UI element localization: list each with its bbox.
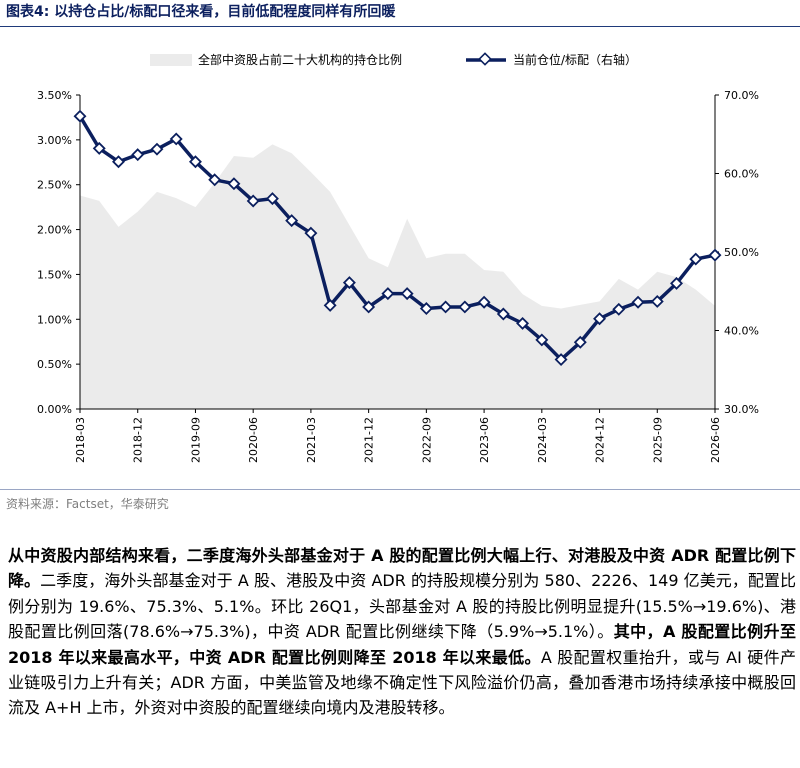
line-point-marker	[304, 226, 318, 240]
x-tick-label: 2018-03	[74, 417, 87, 463]
x-tick-label: 2025-09	[651, 417, 664, 463]
right-tick-label: 50.0%	[724, 246, 759, 259]
x-tick-label: 2018-12	[132, 417, 145, 463]
line-point-marker	[208, 173, 222, 187]
paragraph-run: A 股配置权重抬升，或与 AI 硬件产业链吸引力上升有关；ADR 方面，中美监管…	[8, 647, 796, 718]
line-point-marker	[342, 276, 356, 290]
line-point-marker	[323, 298, 337, 312]
x-tick-label: 2021-12	[363, 417, 376, 463]
left-tick-label: 2.00%	[37, 224, 72, 237]
x-tick-label: 2021-03	[305, 417, 318, 463]
line-point-marker	[92, 141, 106, 155]
line-point-marker	[169, 132, 183, 146]
paragraph-bold-run: 从中资股内部结构来看，二季度海外头部基金对于 A 股的配置比例大幅上行、对港股及…	[8, 546, 796, 591]
left-tick-label: 0.50%	[37, 358, 72, 371]
x-tick-label: 2026-06	[709, 417, 722, 463]
line-point-marker	[612, 302, 626, 316]
line-point-marker	[631, 295, 645, 309]
line-point-marker	[246, 194, 260, 208]
line-point-marker	[458, 300, 472, 314]
right-tick-label: 60.0%	[724, 168, 759, 181]
line-point-marker	[150, 142, 164, 156]
line-point-marker	[362, 300, 376, 314]
line-point-marker	[188, 155, 202, 169]
line-point-marker	[265, 192, 279, 206]
line-point-marker	[573, 335, 587, 349]
figure-title: 图表4: 以持仓占比/标配口径来看，目前低配程度同样有所回暖	[6, 4, 396, 20]
x-tick-label: 2020-06	[247, 417, 260, 463]
line-point-marker	[131, 148, 145, 162]
legend-area-label: 全部中资股占前二十大机构的持仓比例	[198, 52, 402, 67]
line-point-marker	[227, 177, 241, 191]
right-tick-label: 40.0%	[724, 325, 759, 338]
legend: 全部中资股占前二十大机构的持仓比例 当前仓位/标配（右轴）	[150, 52, 637, 67]
line-point-marker	[689, 252, 703, 266]
left-tick-label: 2.50%	[37, 179, 72, 192]
line-point-marker	[477, 295, 491, 309]
source-note: 资料来源：Factset，华泰研究	[6, 497, 169, 511]
x-tick-label: 2024-12	[594, 417, 607, 463]
body-paragraph: 从中资股内部结构来看，二季度海外头部基金对于 A 股的配置比例大幅上行、对港股及…	[8, 543, 796, 721]
x-tick-label: 2019-09	[189, 417, 202, 463]
line-series	[78, 115, 716, 362]
source-divider	[0, 489, 800, 490]
line-point-marker	[650, 294, 664, 308]
x-tick-label: 2022-09	[420, 417, 433, 463]
x-tick-label: 2024-03	[536, 417, 549, 463]
area-series	[80, 144, 715, 409]
line-point-marker	[554, 353, 568, 367]
right-tick-label: 70.0%	[724, 89, 759, 102]
line-point-marker	[708, 248, 722, 262]
line-point-marker	[419, 302, 433, 315]
line-point-marker	[285, 214, 299, 228]
line-point-marker	[496, 307, 510, 321]
plot-area: 0.00% 0.50% 1.00% 1.50% 2.00% 2.50% 3.00% 3.50%…	[37, 89, 759, 463]
line-point-marker	[400, 287, 414, 301]
line-point-marker	[516, 316, 530, 330]
paragraph-bold-run: 其中，A 股配置比例升至 2018 年以来最高水平，中资 ADR 配置比例则降至…	[8, 622, 796, 667]
legend-line-marker	[478, 52, 492, 66]
left-tick-label: 3.00%	[37, 134, 72, 147]
line-point-marker	[73, 109, 87, 123]
left-tick-label: 1.00%	[37, 313, 72, 326]
right-tick-label: 30.0%	[724, 403, 759, 416]
legend-line-label: 当前仓位/标配（右轴）	[513, 52, 637, 67]
chart: 全部中资股占前二十大机构的持仓比例 当前仓位/标配（右轴） 0.00% 0.50%…	[37, 52, 759, 463]
line-point-marker	[112, 155, 125, 169]
left-tick-label: 3.50%	[37, 89, 72, 102]
legend-area-swatch	[150, 54, 192, 66]
line-point-marker	[670, 276, 683, 290]
line-point-marker	[381, 287, 395, 301]
line-point-marker	[593, 312, 607, 326]
x-tick-label: 2023-06	[478, 417, 491, 463]
left-tick-label: 1.50%	[37, 268, 72, 281]
paragraph-run: 二季度，海外头部基金对于 A 股、港股及中资 ADR 的持股规模分别为 580、…	[8, 571, 796, 642]
left-tick-label: 0.00%	[37, 403, 72, 416]
line-point-marker	[535, 333, 549, 347]
title-divider	[0, 26, 800, 27]
line-point-marker	[439, 300, 453, 314]
